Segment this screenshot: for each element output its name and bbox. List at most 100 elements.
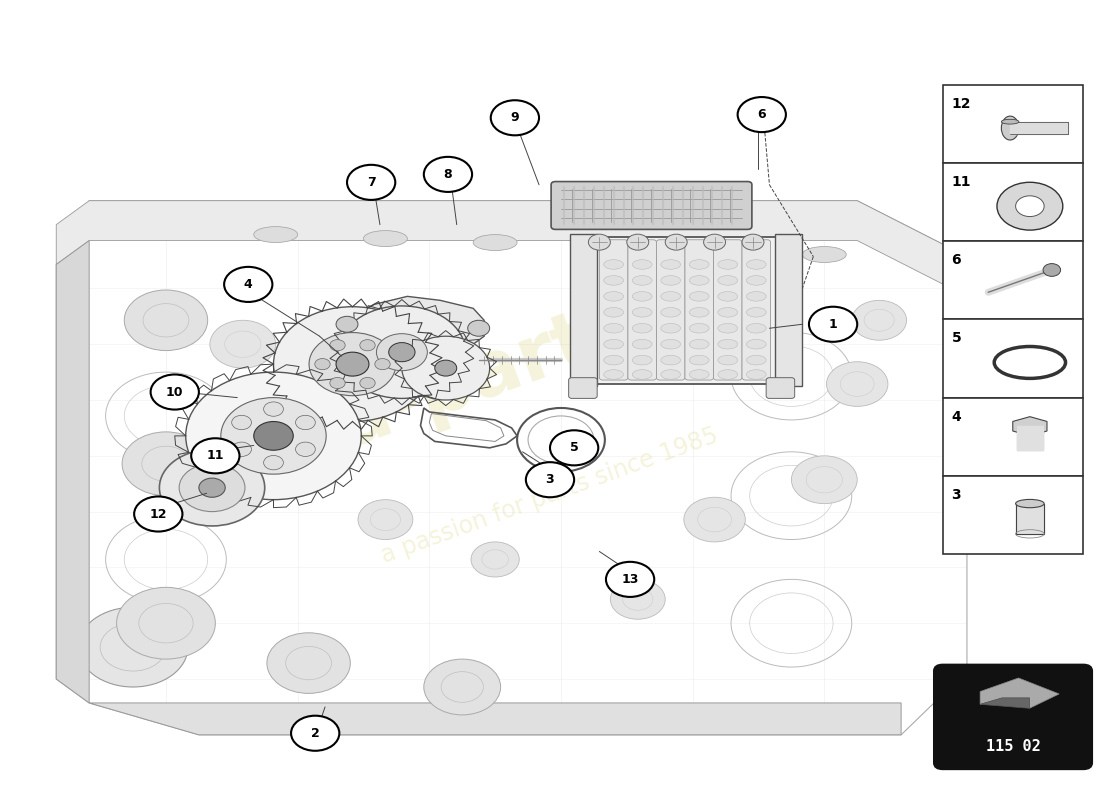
Ellipse shape	[1001, 119, 1019, 124]
Ellipse shape	[747, 339, 767, 349]
Circle shape	[808, 306, 857, 342]
Ellipse shape	[363, 230, 407, 246]
Text: 4: 4	[244, 278, 253, 291]
FancyBboxPatch shape	[934, 665, 1092, 769]
Circle shape	[336, 316, 358, 332]
Ellipse shape	[718, 276, 738, 285]
Ellipse shape	[718, 370, 738, 379]
Circle shape	[186, 372, 361, 500]
Ellipse shape	[632, 355, 652, 365]
FancyBboxPatch shape	[685, 240, 714, 380]
Ellipse shape	[747, 307, 767, 317]
Circle shape	[264, 402, 284, 416]
Circle shape	[375, 358, 390, 370]
Circle shape	[526, 462, 574, 498]
Ellipse shape	[604, 260, 624, 270]
Circle shape	[232, 442, 252, 457]
Ellipse shape	[802, 246, 846, 262]
Text: 12: 12	[952, 97, 971, 111]
Ellipse shape	[661, 323, 681, 333]
Circle shape	[424, 659, 500, 715]
Text: 6: 6	[952, 254, 961, 267]
Ellipse shape	[632, 260, 652, 270]
Circle shape	[1043, 263, 1060, 276]
Circle shape	[388, 342, 415, 362]
Circle shape	[738, 97, 785, 132]
Ellipse shape	[690, 323, 710, 333]
Circle shape	[292, 716, 339, 750]
Ellipse shape	[661, 370, 681, 379]
Circle shape	[358, 500, 412, 539]
Circle shape	[606, 562, 654, 597]
Circle shape	[78, 607, 188, 687]
FancyBboxPatch shape	[943, 163, 1084, 242]
Ellipse shape	[604, 355, 624, 365]
FancyBboxPatch shape	[569, 378, 597, 398]
Polygon shape	[56, 241, 89, 703]
Ellipse shape	[583, 238, 627, 254]
Circle shape	[666, 234, 688, 250]
Ellipse shape	[604, 291, 624, 301]
Circle shape	[179, 464, 245, 512]
Circle shape	[336, 352, 368, 376]
Ellipse shape	[632, 276, 652, 285]
Ellipse shape	[747, 323, 767, 333]
Circle shape	[151, 374, 199, 410]
Ellipse shape	[1015, 499, 1044, 508]
Circle shape	[264, 455, 284, 470]
Circle shape	[338, 306, 465, 398]
Ellipse shape	[747, 276, 767, 285]
Text: 12: 12	[150, 507, 167, 521]
Ellipse shape	[473, 234, 517, 250]
Ellipse shape	[632, 307, 652, 317]
Text: 5: 5	[570, 442, 579, 454]
Circle shape	[330, 378, 345, 389]
Circle shape	[627, 234, 649, 250]
Circle shape	[296, 442, 316, 457]
Ellipse shape	[718, 355, 738, 365]
Circle shape	[122, 432, 210, 496]
Ellipse shape	[690, 370, 710, 379]
Circle shape	[117, 587, 216, 659]
FancyBboxPatch shape	[714, 240, 742, 380]
FancyBboxPatch shape	[572, 237, 802, 384]
Ellipse shape	[690, 307, 710, 317]
Circle shape	[124, 290, 208, 350]
Ellipse shape	[747, 370, 767, 379]
Polygon shape	[980, 678, 1059, 708]
Circle shape	[376, 334, 427, 370]
Ellipse shape	[718, 307, 738, 317]
Ellipse shape	[661, 355, 681, 365]
Circle shape	[330, 340, 345, 351]
FancyBboxPatch shape	[742, 240, 770, 380]
Text: 8: 8	[443, 168, 452, 181]
FancyBboxPatch shape	[774, 234, 802, 386]
Circle shape	[826, 362, 888, 406]
Circle shape	[791, 456, 857, 504]
FancyBboxPatch shape	[943, 85, 1084, 163]
Circle shape	[309, 333, 396, 396]
Circle shape	[468, 320, 490, 336]
Ellipse shape	[693, 242, 737, 258]
Text: 6: 6	[758, 108, 766, 121]
Text: 5: 5	[952, 331, 961, 346]
Text: 3: 3	[952, 488, 961, 502]
Circle shape	[550, 430, 598, 466]
Circle shape	[315, 358, 330, 370]
Ellipse shape	[747, 355, 767, 365]
Ellipse shape	[661, 260, 681, 270]
Ellipse shape	[254, 226, 298, 242]
Ellipse shape	[690, 339, 710, 349]
Circle shape	[134, 497, 183, 531]
Ellipse shape	[690, 355, 710, 365]
Circle shape	[684, 498, 746, 542]
Circle shape	[221, 398, 327, 474]
FancyBboxPatch shape	[943, 242, 1084, 319]
Polygon shape	[56, 201, 967, 296]
Circle shape	[274, 306, 431, 422]
FancyBboxPatch shape	[657, 240, 685, 380]
Ellipse shape	[604, 276, 624, 285]
Polygon shape	[89, 703, 901, 735]
FancyBboxPatch shape	[628, 240, 657, 380]
Text: 2: 2	[311, 726, 320, 740]
